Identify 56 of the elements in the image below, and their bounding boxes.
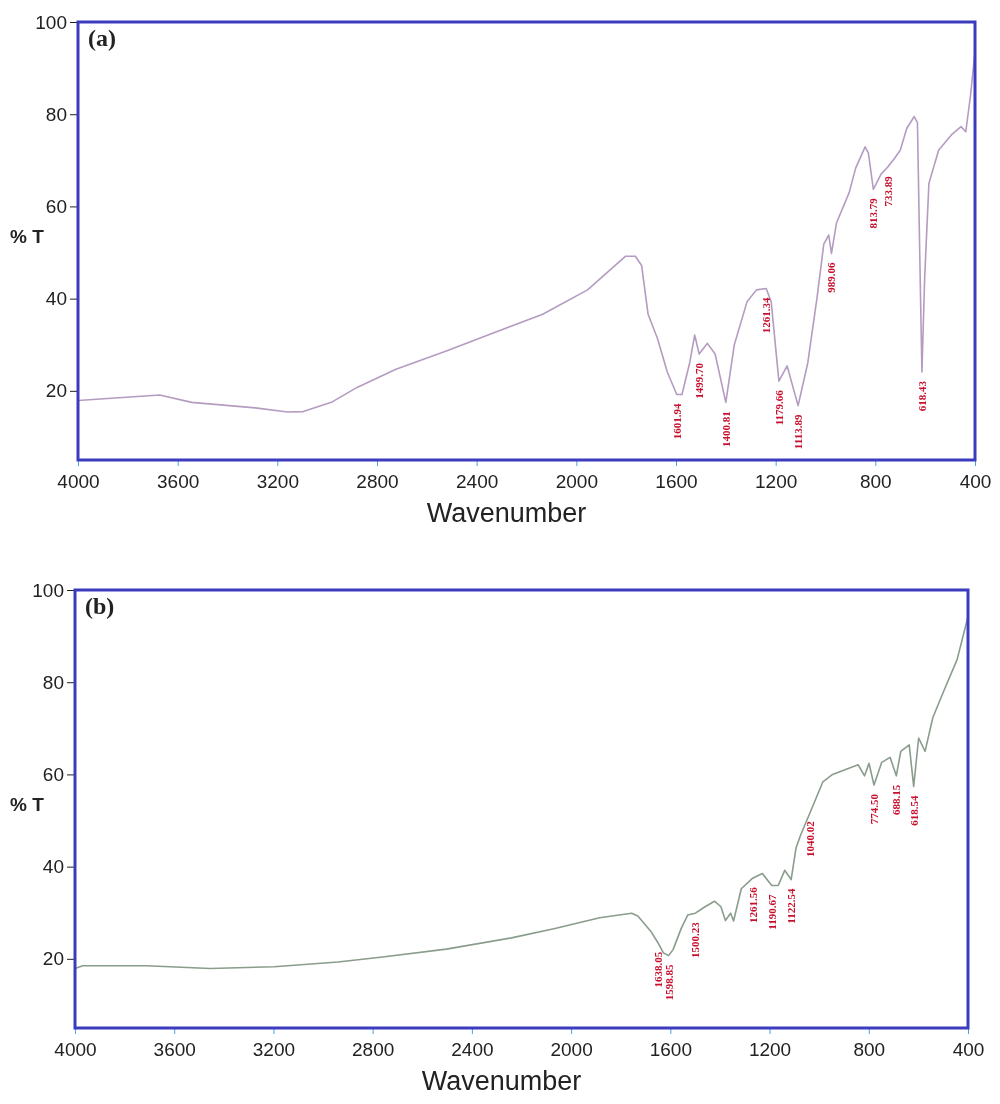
annotation: 1261.56 bbox=[746, 886, 759, 923]
annotation: 1500.23 bbox=[689, 921, 702, 958]
x-axis-title: Wavenumber bbox=[426, 498, 587, 528]
x-tick-label: 4000 bbox=[54, 1039, 97, 1060]
annotation: 1400.81 bbox=[719, 411, 732, 448]
x-tick-label: 2800 bbox=[352, 1039, 395, 1060]
y-tick-label: 100 bbox=[35, 11, 67, 33]
y-tick-label: 60 bbox=[42, 764, 64, 785]
annotation: 733.89 bbox=[881, 175, 894, 207]
annotation: 1179.66 bbox=[772, 389, 785, 426]
annotation: 1122.54 bbox=[785, 888, 798, 924]
annotation: 1638.05 bbox=[651, 951, 664, 988]
y-axis-title: % T bbox=[10, 226, 45, 247]
annotation: 989.06 bbox=[825, 261, 838, 293]
y-tick-label: 20 bbox=[45, 380, 67, 402]
x-tick-label: 400 bbox=[959, 471, 992, 492]
x-tick-label: 1600 bbox=[649, 1039, 692, 1060]
x-tick-label: 2000 bbox=[555, 471, 598, 492]
x-tick-label: 2000 bbox=[550, 1039, 593, 1060]
annotation: 1113.89 bbox=[792, 414, 805, 450]
y-tick-label: 80 bbox=[45, 103, 67, 125]
x-tick-label: 3200 bbox=[256, 471, 299, 492]
y-tick-label: 80 bbox=[42, 671, 64, 693]
annotation: 1040.02 bbox=[804, 820, 817, 857]
annotation: 688.15 bbox=[890, 784, 903, 816]
x-tick-label: 4000 bbox=[57, 471, 100, 492]
annotation: 1598.85 bbox=[662, 964, 675, 1001]
chart-title: (b) bbox=[85, 593, 115, 619]
x-axis-title: Wavenumber bbox=[421, 1066, 582, 1096]
annotation: 1499.70 bbox=[693, 362, 706, 399]
x-tick-label: 2800 bbox=[356, 471, 399, 492]
annotation: 813.79 bbox=[867, 197, 880, 229]
annotation: 1261.34 bbox=[760, 296, 773, 334]
annotation: 618.54 bbox=[907, 794, 920, 826]
annotation: 774.50 bbox=[867, 793, 880, 825]
x-tick-label: 3600 bbox=[157, 471, 200, 492]
y-tick-label: 40 bbox=[45, 288, 67, 310]
y-tick-label: 100 bbox=[32, 579, 64, 601]
x-tick-label: 400 bbox=[952, 1039, 985, 1060]
x-tick-label: 800 bbox=[859, 471, 892, 492]
annotation: 618.43 bbox=[915, 380, 928, 412]
y-axis-title: % T bbox=[10, 794, 45, 815]
x-tick-label: 2400 bbox=[456, 471, 499, 492]
y-tick-label: 60 bbox=[45, 196, 67, 217]
x-tick-label: 800 bbox=[853, 1039, 886, 1060]
x-tick-label: 1600 bbox=[655, 471, 698, 492]
x-tick-label: 2400 bbox=[451, 1039, 494, 1060]
annotation: 1190.67 bbox=[765, 894, 778, 930]
chart-title: (a) bbox=[88, 25, 116, 51]
y-tick-label: 40 bbox=[42, 856, 64, 878]
y-tick-label: 20 bbox=[42, 948, 64, 970]
x-tick-label: 3600 bbox=[153, 1039, 196, 1060]
annotation: 1601.94 bbox=[670, 403, 683, 440]
x-tick-label: 1200 bbox=[748, 1039, 792, 1060]
x-tick-label: 3200 bbox=[252, 1039, 296, 1060]
x-tick-label: 1200 bbox=[755, 471, 798, 492]
